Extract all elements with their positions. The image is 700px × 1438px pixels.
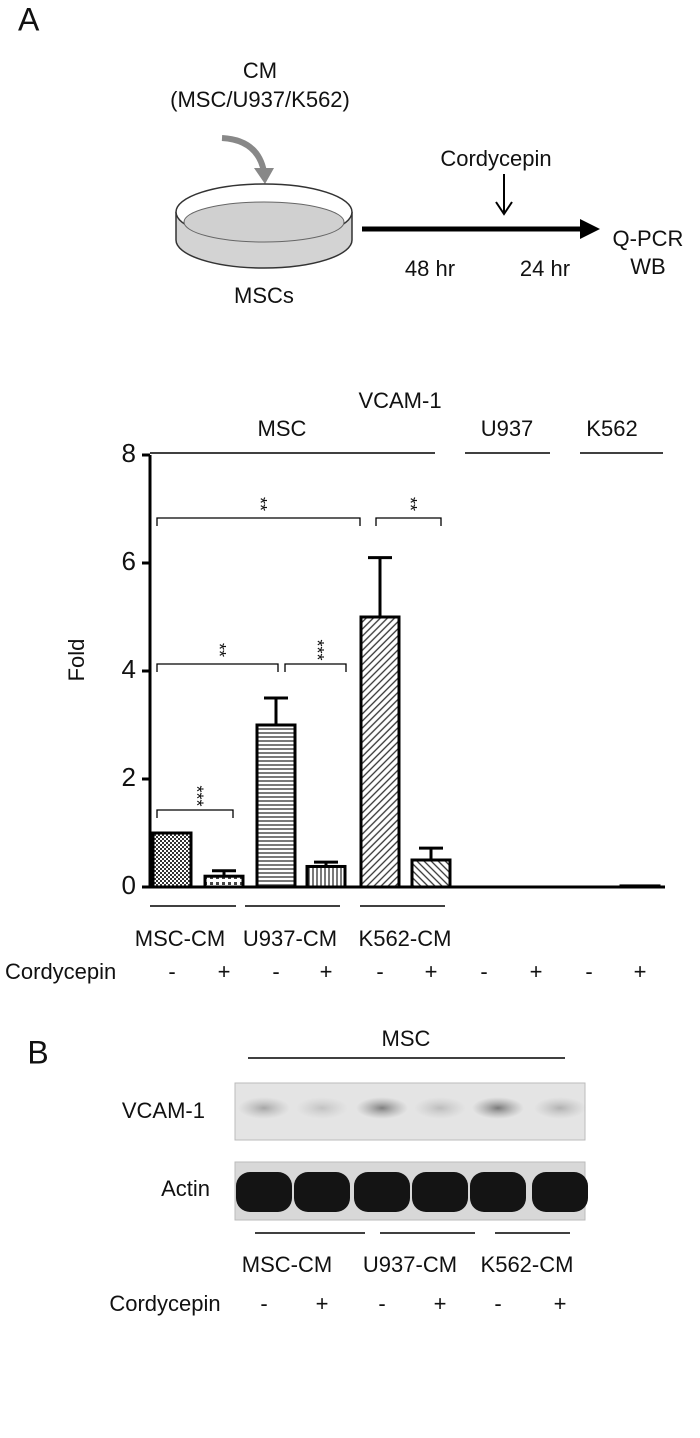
x-tick-label: + xyxy=(634,959,647,984)
bar xyxy=(203,874,245,889)
row-label: Actin xyxy=(161,1176,210,1201)
y-tick-label: 8 xyxy=(122,438,136,468)
treatment-sign: + xyxy=(554,1291,567,1316)
y-tick-label: 2 xyxy=(122,762,136,792)
x-tick-label: + xyxy=(218,959,231,984)
significance-label: ** xyxy=(400,497,420,511)
cell-line-label: U937 xyxy=(481,416,534,441)
band xyxy=(414,1097,466,1119)
chart: 0 2 4 6 8 - + - + - + - + - + MSC U937 K562 MSC-CM U937-CM K… xyxy=(122,416,665,984)
treatment-sign: + xyxy=(316,1291,329,1316)
bar xyxy=(359,615,401,889)
bar xyxy=(305,864,347,889)
significance-bracket xyxy=(375,517,442,526)
x-tick-label: + xyxy=(425,959,438,984)
timeline-head xyxy=(580,219,600,239)
band xyxy=(296,1097,348,1119)
treatment-sign: - xyxy=(378,1291,385,1316)
band xyxy=(294,1172,350,1212)
y-tick-label: 4 xyxy=(122,654,136,684)
group-label: MSC-CM xyxy=(135,926,225,951)
significance-label: ** xyxy=(209,643,229,657)
group-label: K562-CM xyxy=(481,1252,574,1277)
significance-bracket xyxy=(156,809,234,818)
band xyxy=(236,1172,292,1212)
y-tick-label: 6 xyxy=(122,546,136,576)
dish-cells xyxy=(183,201,345,243)
band xyxy=(412,1172,468,1212)
bar xyxy=(619,884,661,889)
significance-label: *** xyxy=(186,785,206,806)
readout-label: WB xyxy=(630,254,665,279)
treatment-sign: - xyxy=(494,1291,501,1316)
treatment-row-label: Cordycepin xyxy=(109,1291,220,1316)
bar xyxy=(151,831,193,889)
band xyxy=(472,1097,524,1119)
curved-arrow xyxy=(221,135,267,173)
band xyxy=(356,1097,408,1119)
group-label: U937-CM xyxy=(243,926,337,951)
row-label: VCAM-1 xyxy=(122,1098,205,1123)
treatment-arrow-head xyxy=(495,201,513,216)
x-tick-label: + xyxy=(320,959,333,984)
x-tick-label: - xyxy=(480,959,487,984)
arrow-head xyxy=(254,168,274,184)
significance-bracket xyxy=(156,663,279,672)
band xyxy=(354,1172,410,1212)
treatment-label: Cordycepin xyxy=(440,146,551,171)
y-tick-label: 0 xyxy=(122,870,136,900)
group-label: MSC-CM xyxy=(242,1252,332,1277)
x-tick-label: - xyxy=(585,959,592,984)
chart-title: VCAM-1 xyxy=(358,388,441,413)
cell-line-label: MSC xyxy=(258,416,307,441)
band xyxy=(532,1172,588,1212)
cell-line-label: MSC xyxy=(382,1026,431,1051)
significance-bracket xyxy=(284,663,347,672)
blot-vcam xyxy=(234,1082,586,1141)
band xyxy=(470,1172,526,1212)
treatment-sign: - xyxy=(260,1291,267,1316)
blot: - + - + - + MSC-CM U937-CM K562-CM xyxy=(236,1097,588,1316)
readout-label: Q-PCR xyxy=(613,226,684,251)
y-axis-label: Fold xyxy=(64,639,89,682)
x-tick-label: - xyxy=(168,959,175,984)
x-tick-label: - xyxy=(376,959,383,984)
panel-label: B xyxy=(27,1034,48,1070)
band xyxy=(534,1097,586,1119)
bar xyxy=(255,723,297,889)
significance-label: *** xyxy=(307,639,327,660)
cell-line-label: K562 xyxy=(586,416,637,441)
bar xyxy=(410,858,452,889)
panel-label: A xyxy=(18,1,40,37)
dish-label: MSCs xyxy=(234,283,294,308)
time-label: 24 hr xyxy=(520,256,570,281)
cm-label: CM xyxy=(243,58,277,83)
band xyxy=(238,1097,290,1119)
significance-bracket xyxy=(156,517,361,526)
x-tick-label: + xyxy=(530,959,543,984)
treatment-sign: + xyxy=(434,1291,447,1316)
x-tick-label: - xyxy=(272,959,279,984)
treatment-row-label: Cordycepin xyxy=(5,959,116,984)
significance-label: ** xyxy=(250,497,270,511)
cm-sources: (MSC/U937/K562) xyxy=(170,87,350,112)
group-label: U937-CM xyxy=(363,1252,457,1277)
group-label: K562-CM xyxy=(359,926,452,951)
time-label: 48 hr xyxy=(405,256,455,281)
